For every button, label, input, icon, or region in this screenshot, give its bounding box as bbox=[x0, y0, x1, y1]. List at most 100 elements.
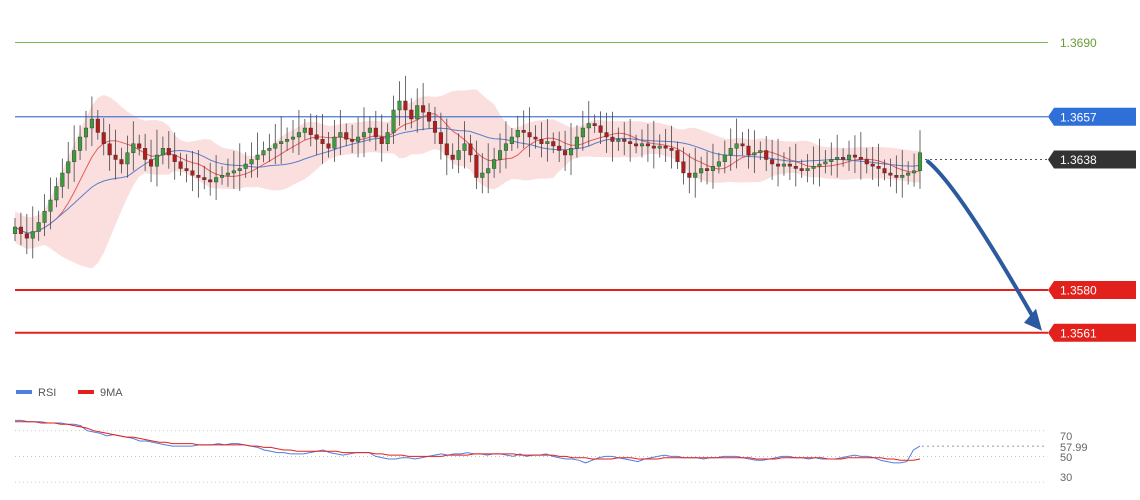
candle bbox=[72, 125, 77, 182]
candle bbox=[350, 124, 355, 154]
candle bbox=[385, 123, 390, 151]
candle-body bbox=[746, 145, 751, 156]
candle bbox=[610, 111, 615, 162]
candle bbox=[622, 122, 627, 156]
candle bbox=[480, 153, 485, 194]
candle bbox=[403, 75, 408, 131]
candle-body bbox=[302, 127, 307, 133]
candle bbox=[208, 162, 213, 196]
candle-body bbox=[480, 172, 485, 178]
rsi-legend: RSI 9MA bbox=[16, 387, 123, 399]
candle-body bbox=[249, 159, 254, 165]
candle bbox=[693, 147, 698, 198]
candle-body bbox=[125, 152, 130, 165]
candle-body bbox=[622, 139, 627, 142]
candle bbox=[12, 218, 18, 241]
candle-body bbox=[770, 159, 775, 165]
candle-body bbox=[450, 154, 455, 160]
candle-body bbox=[149, 159, 154, 167]
candle bbox=[764, 136, 769, 172]
candle bbox=[421, 83, 426, 131]
candle bbox=[237, 143, 242, 191]
candle bbox=[60, 158, 65, 199]
rsi-legend-label: RSI bbox=[38, 387, 56, 399]
candle bbox=[586, 101, 591, 146]
candle bbox=[669, 125, 674, 169]
candle-body bbox=[693, 172, 698, 178]
candle-body bbox=[486, 168, 491, 174]
ma-slow-blue bbox=[14, 127, 921, 234]
candle bbox=[196, 150, 201, 198]
candle bbox=[219, 166, 225, 185]
candle-body bbox=[716, 161, 721, 167]
forecast-arrow-head bbox=[1024, 308, 1042, 331]
moving-averages bbox=[14, 113, 921, 234]
candle-body bbox=[225, 172, 230, 176]
candle bbox=[787, 146, 792, 180]
candle bbox=[184, 154, 189, 183]
candle bbox=[823, 150, 828, 174]
candle-body bbox=[66, 161, 71, 174]
candle bbox=[533, 125, 538, 149]
candle-body bbox=[231, 170, 236, 174]
candle bbox=[551, 132, 556, 154]
candle bbox=[912, 153, 917, 187]
candle bbox=[805, 154, 810, 183]
candle bbox=[740, 132, 745, 156]
candle-body bbox=[563, 150, 568, 156]
candle bbox=[18, 212, 23, 246]
candle-body bbox=[391, 109, 396, 133]
candle bbox=[574, 125, 579, 158]
candle-body bbox=[113, 154, 118, 160]
candle bbox=[456, 133, 461, 174]
candle bbox=[367, 116, 372, 142]
candle-body bbox=[196, 175, 201, 178]
candle bbox=[178, 152, 183, 176]
candle-body bbox=[214, 177, 219, 183]
candle-body bbox=[208, 179, 213, 183]
candle bbox=[66, 141, 71, 189]
candle-body bbox=[373, 127, 378, 138]
candle bbox=[628, 119, 633, 162]
candle bbox=[296, 110, 301, 155]
candle-body bbox=[273, 143, 278, 149]
candle bbox=[545, 119, 550, 162]
candle-body bbox=[829, 159, 834, 162]
candle bbox=[214, 155, 219, 200]
forecast-arrow bbox=[926, 159, 1042, 331]
ma-legend-swatch bbox=[78, 390, 94, 394]
candle bbox=[580, 110, 585, 151]
candle bbox=[36, 210, 41, 241]
candle bbox=[716, 152, 721, 174]
candle-body bbox=[841, 157, 846, 160]
candle-body bbox=[119, 159, 124, 165]
candle-body bbox=[580, 127, 585, 138]
candle-body bbox=[639, 143, 645, 147]
candle-body bbox=[462, 143, 467, 151]
candle-body bbox=[817, 163, 822, 167]
candle bbox=[332, 119, 337, 162]
support-1-3580-label: 1.3580 bbox=[1048, 281, 1136, 299]
candle-body bbox=[681, 161, 686, 174]
support-1-3580-label-bg bbox=[1048, 281, 1136, 299]
candle bbox=[509, 128, 514, 151]
candle-body bbox=[557, 145, 562, 151]
candle bbox=[604, 112, 609, 153]
candle-body bbox=[912, 170, 917, 174]
price-levels bbox=[15, 42, 1048, 334]
candle bbox=[444, 118, 449, 176]
rsi-legend-swatch bbox=[16, 390, 32, 394]
candle-body bbox=[628, 141, 633, 144]
candle bbox=[373, 110, 378, 151]
candlesticks bbox=[12, 75, 923, 259]
candle-body bbox=[12, 226, 18, 234]
candle bbox=[225, 158, 230, 187]
rsi-tick-50: 50 bbox=[1060, 452, 1072, 464]
candle-body bbox=[882, 168, 887, 174]
candle bbox=[687, 153, 692, 194]
candle-body bbox=[568, 148, 574, 156]
current-price-1-3638-label-text: 1.3638 bbox=[1060, 153, 1097, 167]
candle bbox=[113, 129, 118, 180]
candle bbox=[539, 122, 544, 158]
candle bbox=[894, 155, 899, 194]
